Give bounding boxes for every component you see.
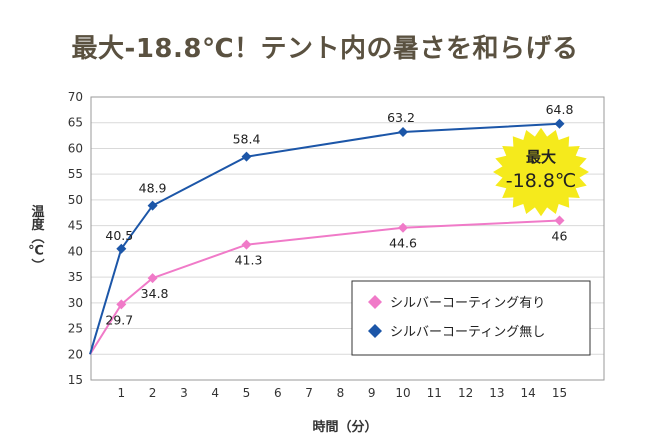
legend-marker [368,324,382,338]
x-tick-label: 3 [180,386,188,400]
data-label: 44.6 [389,236,417,251]
badge-line1: 最大 [526,148,556,166]
data-label: 58.4 [233,132,261,147]
y-tick-label: 65 [68,116,83,130]
x-tick-label: 10 [395,386,410,400]
x-tick-label: 1 [117,386,125,400]
data-point [147,200,158,211]
data-point [147,273,158,284]
y-tick-label: 25 [68,322,83,336]
y-tick-label: 50 [68,193,83,207]
data-label: 64.8 [546,102,574,117]
x-tick-label: 6 [274,386,282,400]
data-label: 48.9 [139,181,167,196]
y-tick-label: 20 [68,347,83,361]
badge-line2: -18.8℃ [506,170,577,192]
data-label: 41.3 [235,253,263,268]
y-tick-label: 60 [68,141,83,155]
plot-frame [90,96,605,381]
legend-label: シルバーコーティング無し [390,325,545,340]
data-label: 29.7 [105,312,133,327]
page-title: 最大-18.8℃！テント内の暑さを和らげる [71,34,579,64]
data-point [554,118,565,129]
legend-label: シルバーコーティング有り [390,296,545,311]
x-tick-label: 4 [211,386,219,400]
y-tick-label: 15 [68,373,83,387]
data-label: 63.2 [387,110,415,125]
data-point [116,243,127,254]
legend-box [351,280,591,356]
x-tick-label: 9 [368,386,376,400]
starburst-badge [493,127,589,217]
data-point [116,299,127,310]
data-label: 46 [552,228,568,243]
x-tick-label: 11 [427,386,442,400]
data-point [554,215,565,226]
x-tick-label: 15 [552,386,567,400]
x-axis-label: 時間（分） [312,419,377,435]
y-tick-label: 70 [68,90,83,104]
data-point [241,151,252,162]
y-axis-label: 温度（℃） [28,205,45,272]
y-tick-label: 40 [68,244,83,258]
x-tick-label: 8 [337,386,345,400]
x-tick-label: 5 [243,386,251,400]
y-tick-label: 45 [68,219,83,233]
data-point [241,239,252,250]
x-tick-label: 2 [149,386,157,400]
x-tick-label: 14 [521,386,536,400]
x-tick-label: 13 [489,386,504,400]
x-tick-label: 12 [458,386,473,400]
series-line [89,122,560,355]
y-tick-label: 30 [68,296,83,310]
data-label: 40.5 [105,228,133,243]
data-point [398,126,408,137]
data-point [398,222,408,233]
data-label: 34.8 [141,286,169,301]
legend-marker [368,295,382,309]
y-tick-label: 35 [68,270,83,284]
y-tick-label: 55 [68,167,83,181]
x-tick-label: 7 [305,386,313,400]
series-line [89,219,560,355]
